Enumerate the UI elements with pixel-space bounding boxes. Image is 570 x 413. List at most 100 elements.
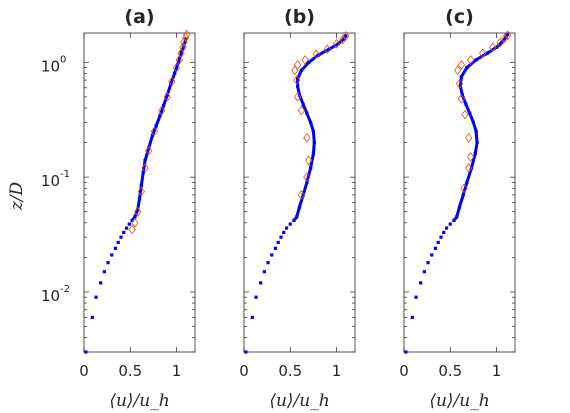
data-point (465, 163, 473, 173)
y-tick-label-exponent: 0 (60, 54, 66, 65)
data-point (163, 92, 171, 102)
data-point (419, 281, 423, 285)
data-point (422, 270, 426, 274)
data-point (439, 235, 443, 239)
data-point (150, 126, 158, 137)
axes-box (243, 32, 356, 353)
data-point (175, 55, 183, 65)
data-point (332, 38, 341, 49)
panel-title: (a) (124, 6, 154, 28)
x-tick-label: 0.5 (438, 362, 462, 380)
data-point (122, 230, 126, 235)
data-point (312, 49, 320, 59)
data-point (344, 34, 348, 38)
profile-line (292, 35, 348, 222)
data-point (461, 109, 469, 120)
data-point (127, 222, 131, 226)
data-point (244, 350, 248, 354)
data-point (503, 30, 512, 41)
data-point (134, 206, 142, 217)
data-point (259, 281, 263, 285)
data-point (448, 222, 452, 226)
series-red-diamonds (291, 30, 350, 200)
data-point (305, 155, 313, 166)
data-point (339, 34, 347, 45)
panel-title: (b) (284, 6, 315, 28)
data-point (276, 240, 280, 245)
panel-1: (a)0 0.5 110-210-110 0⟨u⟩/u_h (41, 6, 196, 411)
data-point (444, 226, 449, 230)
x-axis-label: ⟨u⟩/u_h (429, 391, 489, 411)
data-point (291, 65, 299, 76)
y-axis-label: z/D (7, 181, 27, 211)
data-point (128, 224, 136, 235)
series-blue-squares (244, 34, 348, 354)
data-point (113, 246, 118, 250)
data-point (501, 33, 509, 44)
data-point (116, 240, 120, 245)
data-point (442, 230, 446, 235)
data-point (273, 246, 278, 250)
data-point (137, 186, 145, 197)
y-tick-label: 10 (41, 57, 60, 75)
data-point (282, 230, 286, 235)
x-tick-label: 0.5 (278, 362, 302, 380)
x-axis-label: ⟨u⟩/u_h (269, 391, 329, 411)
data-point (183, 29, 191, 40)
data-point (454, 65, 462, 76)
x-tick-label: 1 (492, 362, 502, 380)
data-point (106, 261, 110, 265)
data-point (279, 235, 283, 239)
x-tick-label: 0.5 (118, 362, 142, 380)
data-point (466, 152, 475, 162)
series-red-diamonds (454, 30, 512, 194)
x-tick-label: 0 (239, 362, 249, 380)
data-point (460, 183, 468, 194)
data-point (90, 315, 94, 320)
data-point (433, 246, 438, 250)
data-point (414, 295, 418, 299)
data-point (254, 295, 258, 299)
x-tick-label: 1 (172, 362, 182, 380)
y-tick-label-exponent: -2 (60, 284, 70, 295)
y-tick-label: 10 (41, 172, 60, 190)
data-point (297, 105, 305, 116)
data-point (465, 132, 473, 143)
data-point (158, 105, 166, 116)
data-point (478, 48, 487, 59)
data-point (262, 270, 266, 274)
data-point (496, 37, 504, 48)
data-point (270, 253, 274, 257)
data-point (119, 235, 123, 239)
data-point (182, 32, 190, 43)
data-point (124, 226, 129, 230)
data-point (410, 315, 414, 320)
data-point (250, 315, 254, 320)
data-point (266, 261, 270, 265)
data-point (102, 270, 106, 274)
x-axis-label: ⟨u⟩/u_h (109, 391, 169, 411)
data-point (294, 60, 302, 70)
data-point (288, 222, 292, 226)
data-point (168, 76, 176, 87)
x-tick-label: 0 (79, 362, 89, 380)
data-point (489, 42, 497, 53)
data-point (436, 240, 440, 245)
y-tick-label-exponent: -1 (60, 169, 70, 180)
data-point (110, 253, 114, 257)
panel-3: (c) 0 0.5 1⟨u⟩/u_h (399, 6, 516, 411)
y-tick-label: 10 (41, 287, 60, 305)
data-point (94, 295, 98, 299)
panel-title: (c) (445, 6, 474, 28)
data-point (284, 226, 289, 230)
x-tick-label: 1 (332, 362, 342, 380)
data-point (297, 190, 305, 200)
data-point (303, 132, 311, 143)
data-point (184, 37, 188, 41)
x-tick-label: 0 (399, 362, 409, 380)
data-point (145, 145, 153, 156)
data-point (430, 253, 434, 257)
data-point (404, 350, 408, 354)
data-point (84, 350, 88, 354)
